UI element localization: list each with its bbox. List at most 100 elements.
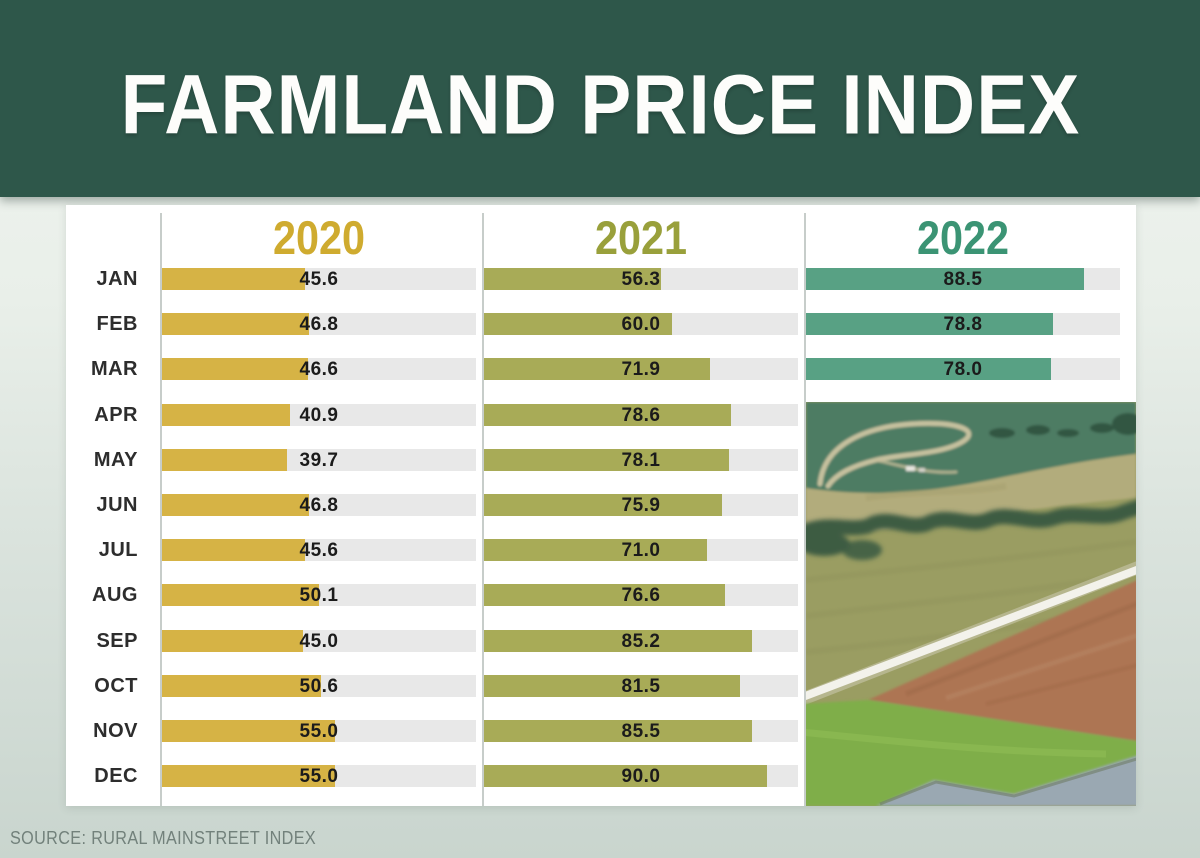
bar-value-2020-aug: 50.1 [299, 585, 339, 606]
column-divider [160, 213, 162, 806]
month-label-jul: JUL [98, 539, 138, 561]
bar-track-2020-jun: 46.8 [162, 494, 476, 516]
bar-2021-mar [484, 358, 710, 380]
bar-track-2021-jun: 75.9 [484, 494, 798, 516]
bar-value-2021-jul: 71.0 [621, 540, 661, 561]
bar-track-2020-jul: 45.6 [162, 539, 476, 561]
bar-2021-aug [484, 584, 725, 606]
bar-track-2021-nov: 85.5 [484, 720, 798, 742]
bar-2020-oct [162, 675, 321, 697]
bar-2021-feb [484, 313, 673, 335]
bar-value-2021-mar: 71.9 [621, 359, 661, 380]
bar-value-2021-feb: 60.0 [621, 314, 661, 335]
bar-track-2021-dec: 90.0 [484, 765, 798, 787]
bar-track-2021-jul: 71.0 [484, 539, 798, 561]
bar-value-2022-feb: 78.8 [943, 314, 983, 335]
bar-value-2020-jan: 45.6 [299, 269, 339, 290]
bar-2020-apr [162, 404, 291, 426]
bar-track-2020-feb: 46.8 [162, 313, 476, 335]
bar-2021-jul [484, 539, 707, 561]
bar-value-2021-oct: 81.5 [621, 676, 661, 697]
bar-track-2020-oct: 50.6 [162, 675, 476, 697]
bar-track-2020-sep: 45.0 [162, 630, 476, 652]
column-divider [804, 213, 806, 806]
bar-value-2021-dec: 90.0 [621, 766, 661, 787]
bar-2021-dec [484, 765, 767, 787]
month-label-sep: SEP [96, 630, 138, 652]
bar-track-2022-mar: 78.0 [806, 358, 1120, 380]
bar-2020-sep [162, 630, 304, 652]
month-label-jun: JUN [96, 494, 138, 516]
bar-2020-may [162, 449, 287, 471]
bar-track-2021-mar: 71.9 [484, 358, 798, 380]
bar-value-2020-may: 39.7 [299, 450, 339, 471]
source-credit: SOURCE: RURAL MAINSTREET INDEX [10, 828, 317, 848]
bar-2020-jul [162, 539, 306, 561]
bar-2021-jun [484, 494, 723, 516]
bar-track-2022-feb: 78.8 [806, 313, 1120, 335]
bar-2022-feb [806, 313, 1054, 335]
year-header-2020: 2020 [272, 211, 366, 264]
bar-2022-mar [806, 358, 1051, 380]
farmland-aerial-photo [806, 402, 1136, 806]
bar-value-2021-aug: 76.6 [621, 585, 661, 606]
year-header-2022: 2022 [916, 211, 1010, 264]
year-header-2021: 2021 [594, 211, 688, 264]
bar-track-2020-nov: 55.0 [162, 720, 476, 742]
chart-panel: 2020 2021 2022 JAN 45.6 56.3 88.5 FEB 46.8 60.0 78… [66, 205, 1136, 806]
month-label-mar: MAR [90, 358, 138, 380]
bar-2021-nov [484, 720, 753, 742]
bar-track-2021-jan: 56.3 [484, 268, 798, 290]
bar-track-2022-jan: 88.5 [806, 268, 1120, 290]
bar-value-2020-jun: 46.8 [299, 495, 339, 516]
bar-value-2022-mar: 78.0 [943, 359, 983, 380]
farmland-aerial-photo-art [806, 402, 1136, 806]
bar-track-2021-apr: 78.6 [484, 404, 798, 426]
bar-2021-jan [484, 268, 661, 290]
bar-value-2021-jan: 56.3 [621, 269, 661, 290]
month-label-jan: JAN [96, 268, 138, 290]
month-label-feb: FEB [96, 313, 138, 335]
bar-value-2020-dec: 55.0 [299, 766, 339, 787]
month-label-apr: APR [94, 404, 138, 426]
page-title: FARMLAND PRICE INDEX [120, 57, 1080, 152]
bar-2021-apr [484, 404, 731, 426]
bar-value-2021-may: 78.1 [621, 450, 661, 471]
bar-2020-nov [162, 720, 335, 742]
bar-value-2020-nov: 55.0 [299, 721, 339, 742]
bar-value-2020-jul: 45.6 [299, 540, 339, 561]
month-label-aug: AUG [92, 584, 138, 606]
bar-2022-jan [806, 268, 1084, 290]
bar-value-2020-sep: 45.0 [299, 631, 339, 652]
month-label-dec: DEC [94, 765, 138, 787]
bar-track-2020-aug: 50.1 [162, 584, 476, 606]
title-banner: FARMLAND PRICE INDEX [0, 0, 1200, 197]
bar-value-2020-mar: 46.6 [299, 359, 339, 380]
bar-value-2021-apr: 78.6 [621, 405, 661, 426]
bar-value-2021-sep: 85.2 [621, 631, 661, 652]
bar-2021-oct [484, 675, 740, 697]
bar-2020-mar [162, 358, 309, 380]
bar-value-2020-oct: 50.6 [299, 676, 339, 697]
bar-value-2020-apr: 40.9 [299, 405, 339, 426]
bar-2020-aug [162, 584, 320, 606]
column-divider [482, 213, 484, 806]
bar-track-2021-oct: 81.5 [484, 675, 798, 697]
month-label-may: MAY [93, 449, 138, 471]
bar-2020-feb [162, 313, 309, 335]
bar-track-2020-may: 39.7 [162, 449, 476, 471]
bar-value-2021-jun: 75.9 [621, 495, 661, 516]
bar-track-2020-mar: 46.6 [162, 358, 476, 380]
bar-2021-sep [484, 630, 752, 652]
bar-value-2021-nov: 85.5 [621, 721, 661, 742]
bar-track-2021-may: 78.1 [484, 449, 798, 471]
bar-2021-may [484, 449, 730, 471]
bar-value-2022-jan: 88.5 [943, 269, 983, 290]
month-label-nov: NOV [93, 720, 138, 742]
month-label-oct: OCT [94, 675, 138, 697]
bar-value-2020-feb: 46.8 [299, 314, 339, 335]
bar-2020-dec [162, 765, 335, 787]
bar-track-2021-sep: 85.2 [484, 630, 798, 652]
bar-track-2021-aug: 76.6 [484, 584, 798, 606]
bar-track-2020-jan: 45.6 [162, 268, 476, 290]
